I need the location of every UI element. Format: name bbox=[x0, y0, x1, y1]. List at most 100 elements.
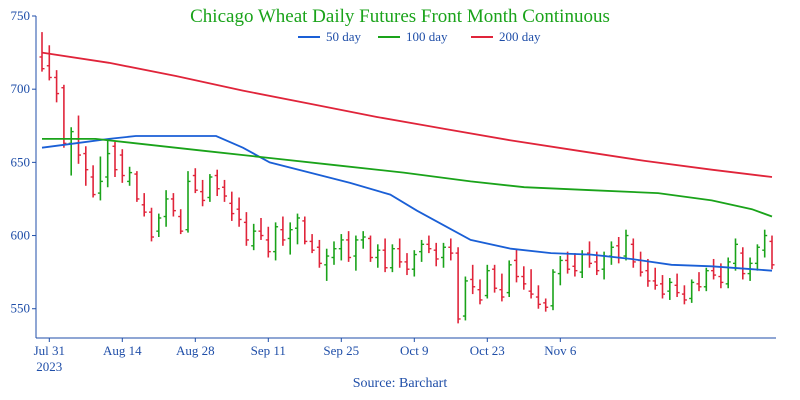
legend: 50 day 100 day 200 day bbox=[298, 29, 541, 44]
ohlc-bar bbox=[528, 269, 534, 299]
x-tick-label-6: Oct 23 bbox=[470, 343, 505, 358]
ohlc-bar bbox=[170, 193, 176, 217]
ohlc-bar bbox=[769, 235, 775, 270]
ohlc-bar bbox=[280, 216, 286, 246]
ohlc-bar bbox=[404, 253, 410, 276]
ohlc-bar bbox=[236, 197, 242, 227]
ohlc-bar bbox=[39, 32, 45, 72]
ohlc-bar bbox=[156, 213, 162, 238]
ohlc-bar bbox=[565, 251, 571, 274]
y-tick-label-750: 750 bbox=[11, 8, 31, 23]
ohlc-bar bbox=[97, 156, 103, 201]
chart-title: Chicago Wheat Daily Futures Front Month … bbox=[190, 6, 610, 27]
ohlc-bar bbox=[608, 241, 614, 265]
y-tick-label-600: 600 bbox=[11, 228, 31, 243]
ohlc-bar bbox=[535, 285, 541, 309]
ohlc-bar bbox=[674, 273, 680, 298]
ohlc-bar bbox=[46, 45, 52, 81]
ohlc-bar bbox=[243, 212, 249, 246]
ohlc-bar bbox=[90, 165, 96, 198]
ohlc-bar bbox=[214, 169, 220, 197]
ohlc-bar bbox=[222, 179, 227, 202]
ohlc-bar bbox=[229, 191, 235, 221]
x-tick-label-2: Aug 28 bbox=[176, 343, 215, 358]
x-tick-label-0: Jul 31 bbox=[34, 343, 65, 358]
ohlc-bar bbox=[287, 222, 293, 255]
legend-label-0: 50 day bbox=[326, 29, 362, 44]
series-line-200-day bbox=[41, 51, 773, 178]
x-tick-label-4: Sep 25 bbox=[323, 343, 359, 358]
ohlc-bar bbox=[397, 238, 403, 268]
ohlc-bar bbox=[61, 84, 67, 148]
ohlc-bar bbox=[265, 226, 271, 258]
ohlc-bar bbox=[462, 276, 468, 321]
ohlc-bar bbox=[455, 247, 461, 324]
ohlc-bar bbox=[696, 272, 702, 292]
ohlc-bar bbox=[353, 235, 359, 271]
x-tick-sublabel-0: 2023 bbox=[36, 359, 62, 374]
ohlc-bar bbox=[302, 216, 308, 245]
ohlc-bar bbox=[273, 222, 279, 261]
ohlc-bar bbox=[346, 231, 352, 262]
ohlc-bar bbox=[411, 250, 417, 277]
ohlc-bar bbox=[630, 238, 636, 268]
ohlc-bar bbox=[309, 234, 315, 254]
legend-label-1: 100 day bbox=[406, 29, 448, 44]
ohlc-bar bbox=[178, 209, 184, 235]
ohlc-bar bbox=[105, 140, 111, 188]
ohlc-bar bbox=[616, 237, 622, 264]
ohlc-bar bbox=[324, 248, 330, 281]
ohlc-bar bbox=[703, 267, 709, 292]
y-tick-label-650: 650 bbox=[11, 154, 31, 169]
ohlc-bar bbox=[740, 247, 746, 280]
series-line-100-day bbox=[42, 138, 773, 218]
ohlc-bar bbox=[119, 149, 125, 183]
source-label: Source: Barchart bbox=[353, 376, 448, 391]
ohlc-bar bbox=[258, 217, 264, 240]
ohlc-bar bbox=[127, 166, 133, 186]
y-tick-label-700: 700 bbox=[11, 81, 31, 96]
x-tick-label-5: Oct 9 bbox=[400, 343, 429, 358]
ohlc-bar bbox=[368, 235, 373, 262]
ohlc-bar bbox=[499, 273, 505, 302]
ohlc-bar bbox=[623, 229, 629, 261]
ohlc-bar bbox=[185, 171, 191, 233]
legend-label-2: 200 day bbox=[499, 29, 541, 44]
ohlc-bar bbox=[733, 238, 738, 271]
ohlc-bar bbox=[514, 248, 519, 283]
ohlc-bar bbox=[192, 168, 198, 194]
ohlc-bar bbox=[754, 244, 760, 271]
ohlc-bar bbox=[762, 229, 768, 258]
ohlc-bar bbox=[68, 127, 74, 176]
ohlc-bar bbox=[54, 70, 60, 103]
ohlc-bar bbox=[572, 253, 578, 277]
ohlc-bar bbox=[689, 279, 695, 303]
ohlc-bar bbox=[389, 244, 395, 273]
ohlc-bar bbox=[725, 257, 731, 289]
ohlc-bar bbox=[200, 179, 206, 207]
ohlc-bar bbox=[207, 174, 213, 202]
ohlc-bar bbox=[419, 239, 425, 262]
ohlc-bar bbox=[375, 244, 381, 268]
ohlc-bar bbox=[360, 231, 366, 249]
ohlc-bar bbox=[484, 264, 490, 299]
ohlc-bar bbox=[295, 213, 300, 245]
ohlc-bar bbox=[426, 235, 432, 254]
x-tick-label-7: Nov 6 bbox=[544, 343, 577, 358]
ohlc-bar bbox=[550, 269, 556, 311]
ohlc-bar bbox=[141, 193, 147, 217]
ohlc-bar bbox=[681, 285, 687, 305]
ohlc-bar bbox=[433, 242, 439, 267]
ohlc-bar bbox=[521, 266, 527, 290]
ohlc-bar bbox=[667, 277, 673, 300]
ohlc-bar bbox=[557, 256, 563, 286]
ohlc-bar bbox=[448, 238, 454, 261]
ohlc-bar bbox=[331, 241, 337, 265]
x-tick-label-3: Sep 11 bbox=[251, 343, 286, 358]
ohlc-bar bbox=[470, 264, 476, 295]
ohlc-bar bbox=[112, 141, 118, 177]
ohlc-bar bbox=[83, 146, 89, 186]
series-line-50-day bbox=[41, 135, 773, 272]
